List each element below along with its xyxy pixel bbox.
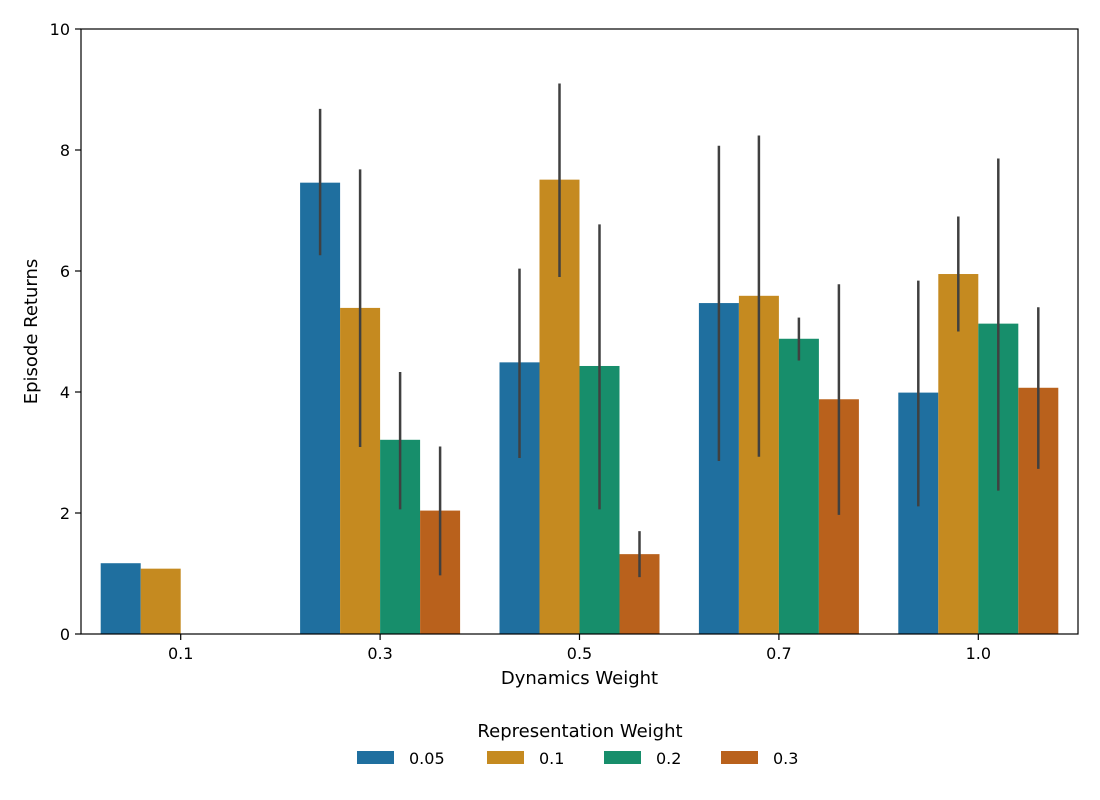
x-axis: 0.1 0.3 0.5 0.7 1.0 [168, 634, 991, 663]
bars-layer [100, 179, 1059, 635]
x-tick-label-1.0: 1.0 [966, 644, 991, 663]
x-tick-label-0.5: 0.5 [567, 644, 592, 663]
legend-swatch-0.2 [604, 751, 641, 764]
x-tick-label-0.7: 0.7 [766, 644, 791, 663]
legend-label-0.1: 0.1 [539, 749, 564, 768]
legend-swatch-0.3 [721, 751, 758, 764]
bar-0.05-0.1 [100, 563, 141, 634]
legend-label-0.3: 0.3 [773, 749, 798, 768]
x-tick-label-0.3: 0.3 [367, 644, 392, 663]
legend-swatch-0.05 [357, 751, 394, 764]
x-tick-label-0.1: 0.1 [168, 644, 193, 663]
bar-0.05-0.3 [300, 182, 341, 635]
y-tick-label-4: 4 [60, 383, 70, 402]
bar-0.2-0.7 [778, 338, 819, 634]
y-tick-label-6: 6 [60, 262, 70, 281]
legend-swatch-0.1 [487, 751, 524, 764]
bar-0.1-1.0 [938, 274, 979, 634]
x-axis-label: Dynamics Weight [501, 668, 658, 689]
y-axis: 0 2 4 6 8 10 [50, 20, 81, 644]
y-tick-label-2: 2 [60, 504, 70, 523]
legend: Representation Weight 0.05 0.1 0.2 0.3 [357, 721, 798, 768]
y-tick-label-0: 0 [60, 625, 70, 644]
legend-label-0.2: 0.2 [656, 749, 681, 768]
y-axis-label: Episode Returns [21, 259, 42, 405]
error-bars-layer [318, 83, 1040, 578]
legend-label-0.05: 0.05 [409, 749, 445, 768]
bar-0.1-0.1 [140, 568, 181, 634]
legend-title: Representation Weight [477, 721, 682, 742]
y-tick-label-10: 10 [50, 20, 70, 39]
y-tick-label-8: 8 [60, 141, 70, 160]
